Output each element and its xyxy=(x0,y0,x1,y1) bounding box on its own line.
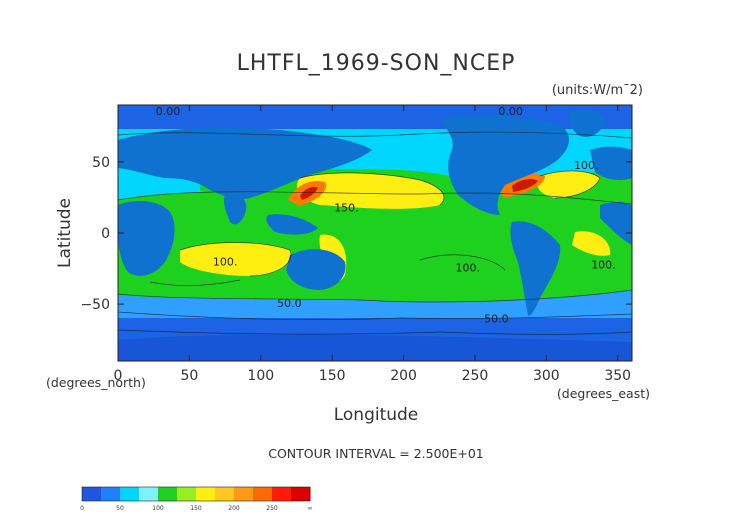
land-australia xyxy=(286,249,346,290)
land-india xyxy=(223,194,247,225)
gulfstream-core xyxy=(512,178,538,192)
colorbar-tick-label: 100 xyxy=(152,505,164,512)
land-antarctica xyxy=(118,334,632,361)
contour-interval: CONTOUR INTERVAL = 2.500E+01 xyxy=(268,446,484,461)
colorbar-tick-label: 50 xyxy=(116,505,124,512)
colorbar-swatch xyxy=(120,487,140,501)
y-axis-ticks: −50 0 50 xyxy=(80,155,632,313)
contour-label: 50.0 xyxy=(484,313,509,326)
x-unit-label: (degrees_east) xyxy=(557,386,650,401)
colorbar-swatch xyxy=(177,487,197,501)
x-tick-label: 350 xyxy=(604,368,631,384)
contour-labels: 0.00 0.00 100. 150. 100. 100. 100. 50.0 50.0 xyxy=(156,105,616,326)
colorbar-labels: 0 50 100 150 200 250 ∞ xyxy=(80,505,312,512)
colorbar-swatch xyxy=(196,487,216,501)
contour-lines xyxy=(118,131,632,335)
contour-label: 100. xyxy=(591,259,616,272)
y-tick-label: −50 xyxy=(80,297,110,313)
colorbar-tick-label: 250 xyxy=(266,505,278,512)
colorbar-frame xyxy=(81,486,311,502)
colorbar-swatch xyxy=(139,487,159,501)
x-tick-label: 150 xyxy=(319,368,346,384)
atl-high-n xyxy=(536,170,600,198)
contour-label: 0.00 xyxy=(156,105,181,118)
land-north-america xyxy=(440,114,570,215)
colorbar-swatch xyxy=(234,487,254,501)
y-axis-title: Latitude xyxy=(55,198,75,268)
colorbar-tick-label: 200 xyxy=(228,505,240,512)
contour-label: 150. xyxy=(334,202,359,215)
land-africa xyxy=(118,200,175,276)
x-tick-label: 100 xyxy=(247,368,274,384)
colorbar-swatch xyxy=(272,487,292,501)
heatmap-field xyxy=(118,105,632,361)
x-axis-title: Longitude xyxy=(334,405,419,425)
y-tick-label: 50 xyxy=(92,155,110,171)
contour-label: 100. xyxy=(213,256,238,269)
colorbar-tick-label: ∞ xyxy=(308,505,313,512)
y-unit-label: (degrees_north) xyxy=(46,375,146,390)
contour-label: 0.00 xyxy=(498,105,523,118)
colorbar xyxy=(81,486,311,502)
y-tick-label: 0 xyxy=(101,226,110,242)
chart-title: LHTFL_1969-SON_NCEP xyxy=(237,51,516,76)
x-tick-label: 250 xyxy=(462,368,489,384)
x-tick-label: 50 xyxy=(180,368,198,384)
x-tick-label: 0 xyxy=(114,368,123,384)
colorbar-swatch xyxy=(253,487,273,501)
colorbar-swatch xyxy=(101,487,121,501)
indian-high xyxy=(180,242,291,276)
x-tick-label: 200 xyxy=(390,368,417,384)
x-tick-label: 300 xyxy=(533,368,560,384)
contour-label: 100. xyxy=(574,159,599,172)
land-europe-asia xyxy=(118,127,372,200)
x-axis-ticks: 0 50 100 150 200 250 300 350 xyxy=(114,105,631,384)
contour-label: 50.0 xyxy=(277,297,302,310)
colorbar-tick-label: 0 xyxy=(80,505,84,512)
atl-high-s xyxy=(572,231,611,256)
land-africa-west xyxy=(600,202,632,245)
units-label: (units:W/m¯2) xyxy=(552,83,643,98)
pac-high-n xyxy=(296,172,444,209)
land-se-asia xyxy=(266,214,318,235)
colorbar-swatch xyxy=(291,487,311,501)
land-europe-east xyxy=(590,146,632,180)
contour-label: 100. xyxy=(456,261,481,274)
colorbar-tick-label: 150 xyxy=(190,505,202,512)
colorbar-swatch xyxy=(158,487,178,501)
land-greenland xyxy=(568,109,605,137)
colorbar-swatch xyxy=(215,487,235,501)
land-south-america xyxy=(510,221,561,316)
colorbar-swatch xyxy=(82,487,102,501)
kuroshio-core xyxy=(300,186,318,200)
